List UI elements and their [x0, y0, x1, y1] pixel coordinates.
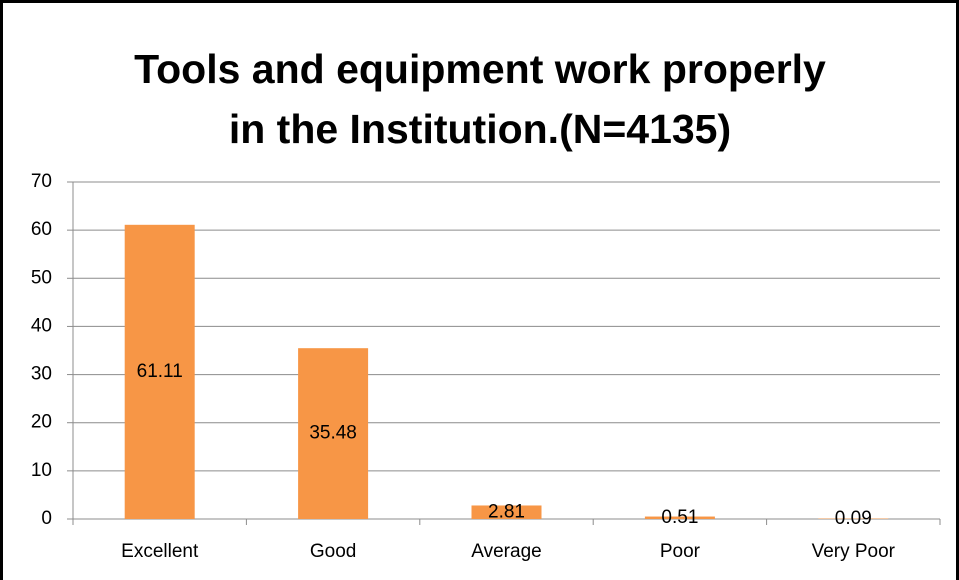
x-tick-label: Excellent	[121, 541, 199, 562]
bar	[124, 224, 195, 519]
x-tick-label: Good	[310, 541, 356, 562]
x-tick-label: Average	[471, 541, 541, 562]
chart-title: Tools and equipment work properly	[134, 46, 826, 92]
bar	[298, 348, 369, 519]
y-tick-label: 0	[41, 508, 52, 529]
y-tick-label: 20	[31, 412, 52, 433]
data-label: 35.48	[309, 423, 357, 444]
bar	[471, 505, 542, 519]
chart-title: in the Institution.(N=4135)	[229, 106, 731, 152]
data-label: 2.81	[488, 501, 525, 522]
x-tick-label: Poor	[660, 541, 701, 562]
data-label: 61.11	[137, 361, 183, 382]
data-label: 0.51	[661, 507, 698, 528]
data-label: 0.09	[835, 508, 872, 529]
y-tick-label: 60	[31, 219, 52, 240]
y-tick-label: 10	[31, 460, 52, 481]
y-tick-label: 70	[31, 171, 52, 192]
y-tick-label: 50	[31, 267, 52, 288]
y-tick-label: 30	[31, 364, 52, 385]
bar	[644, 516, 715, 519]
x-tick-label: Very Poor	[812, 541, 896, 562]
y-tick-label: 40	[31, 315, 52, 336]
